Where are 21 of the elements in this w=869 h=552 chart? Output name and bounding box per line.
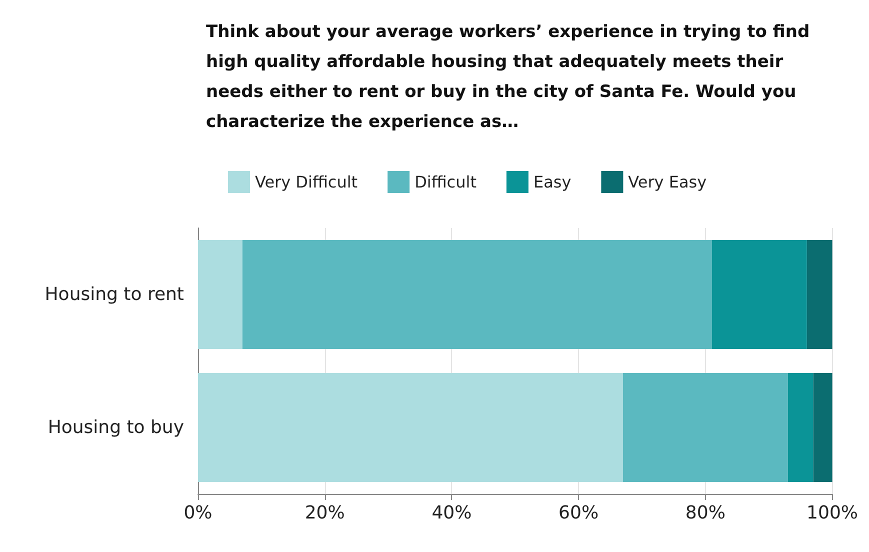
bar (198, 240, 242, 350)
bar (242, 240, 712, 350)
bar (712, 240, 807, 350)
bar (198, 372, 623, 482)
legend-label: Very Difficult (255, 172, 358, 192)
legend-label: Easy (533, 172, 572, 192)
x-tick-label: 60% (558, 502, 599, 524)
x-tick-label: 20% (304, 502, 345, 524)
bar (813, 372, 832, 482)
y-tick-label: Housing to buy (48, 417, 184, 438)
bar (806, 240, 832, 350)
bar (622, 372, 788, 482)
x-tick-label: 40% (432, 502, 472, 524)
x-tick-label: 80% (685, 502, 726, 524)
legend-label: Difficult (414, 172, 476, 192)
bar (788, 372, 814, 482)
chart-title: Think about your average workers’ experience in trying to find high quality affordable housing that adequately meets their needs either to rent or buy in the city of Santa Fe. Would you characterize the experience as… (206, 22, 816, 132)
x-tick-label: 0% (184, 502, 212, 524)
x-tick-label: 100% (806, 502, 858, 524)
legend-label: Very Easy (628, 172, 707, 192)
y-tick-label: Housing to rent (44, 284, 184, 305)
